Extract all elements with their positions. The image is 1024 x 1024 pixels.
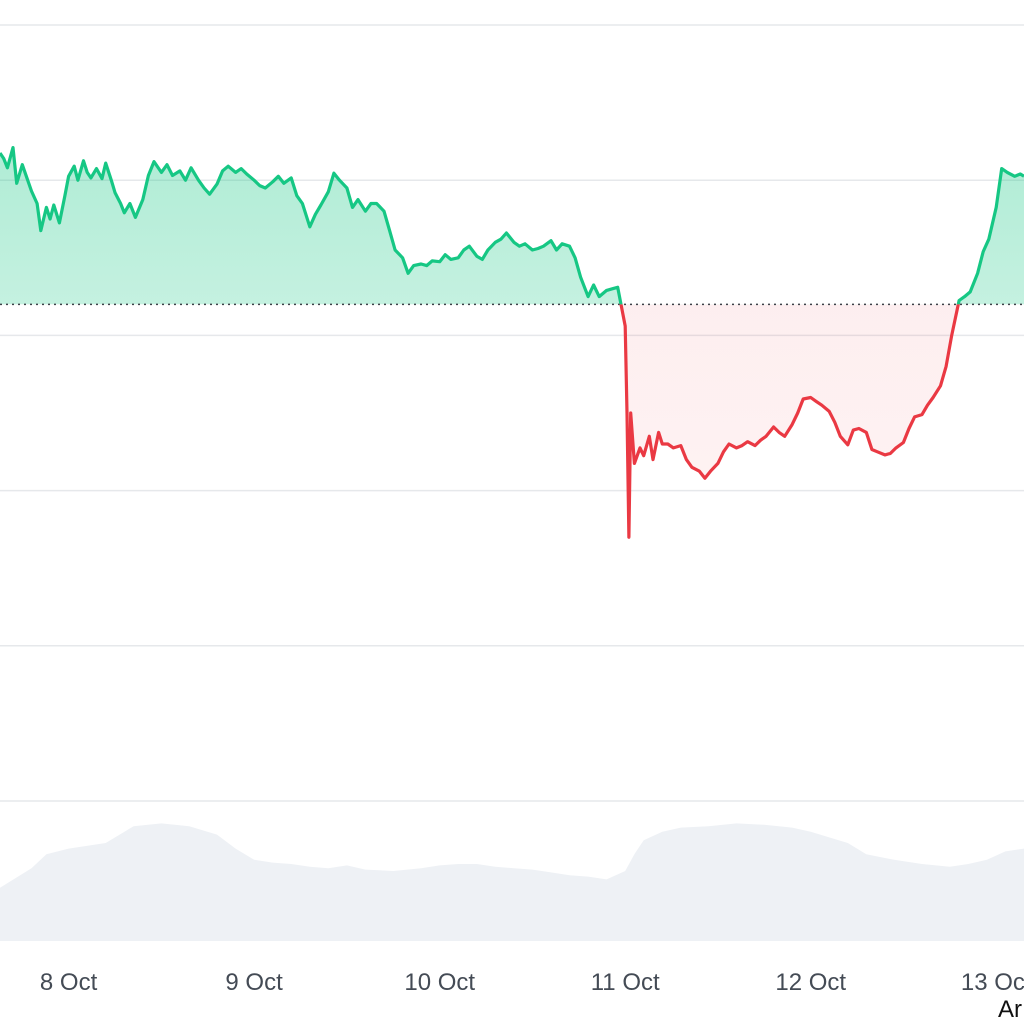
volume-area xyxy=(0,823,1024,941)
x-tick-label: 8 Oct xyxy=(40,969,98,996)
x-tick-label: 12 Oct xyxy=(775,969,846,996)
corner-label: Ar xyxy=(998,996,1022,1023)
area-above-baseline xyxy=(0,147,1024,305)
area-below-baseline xyxy=(0,304,1024,538)
x-tick-label: 11 Oct xyxy=(591,969,660,996)
x-tick-label: 10 Oct xyxy=(404,969,475,996)
price-line-above xyxy=(0,146,1024,305)
x-tick-label: 9 Oct xyxy=(225,969,283,996)
x-tick-label: 13 Oct xyxy=(961,969,1024,996)
price-line-below xyxy=(619,304,960,539)
